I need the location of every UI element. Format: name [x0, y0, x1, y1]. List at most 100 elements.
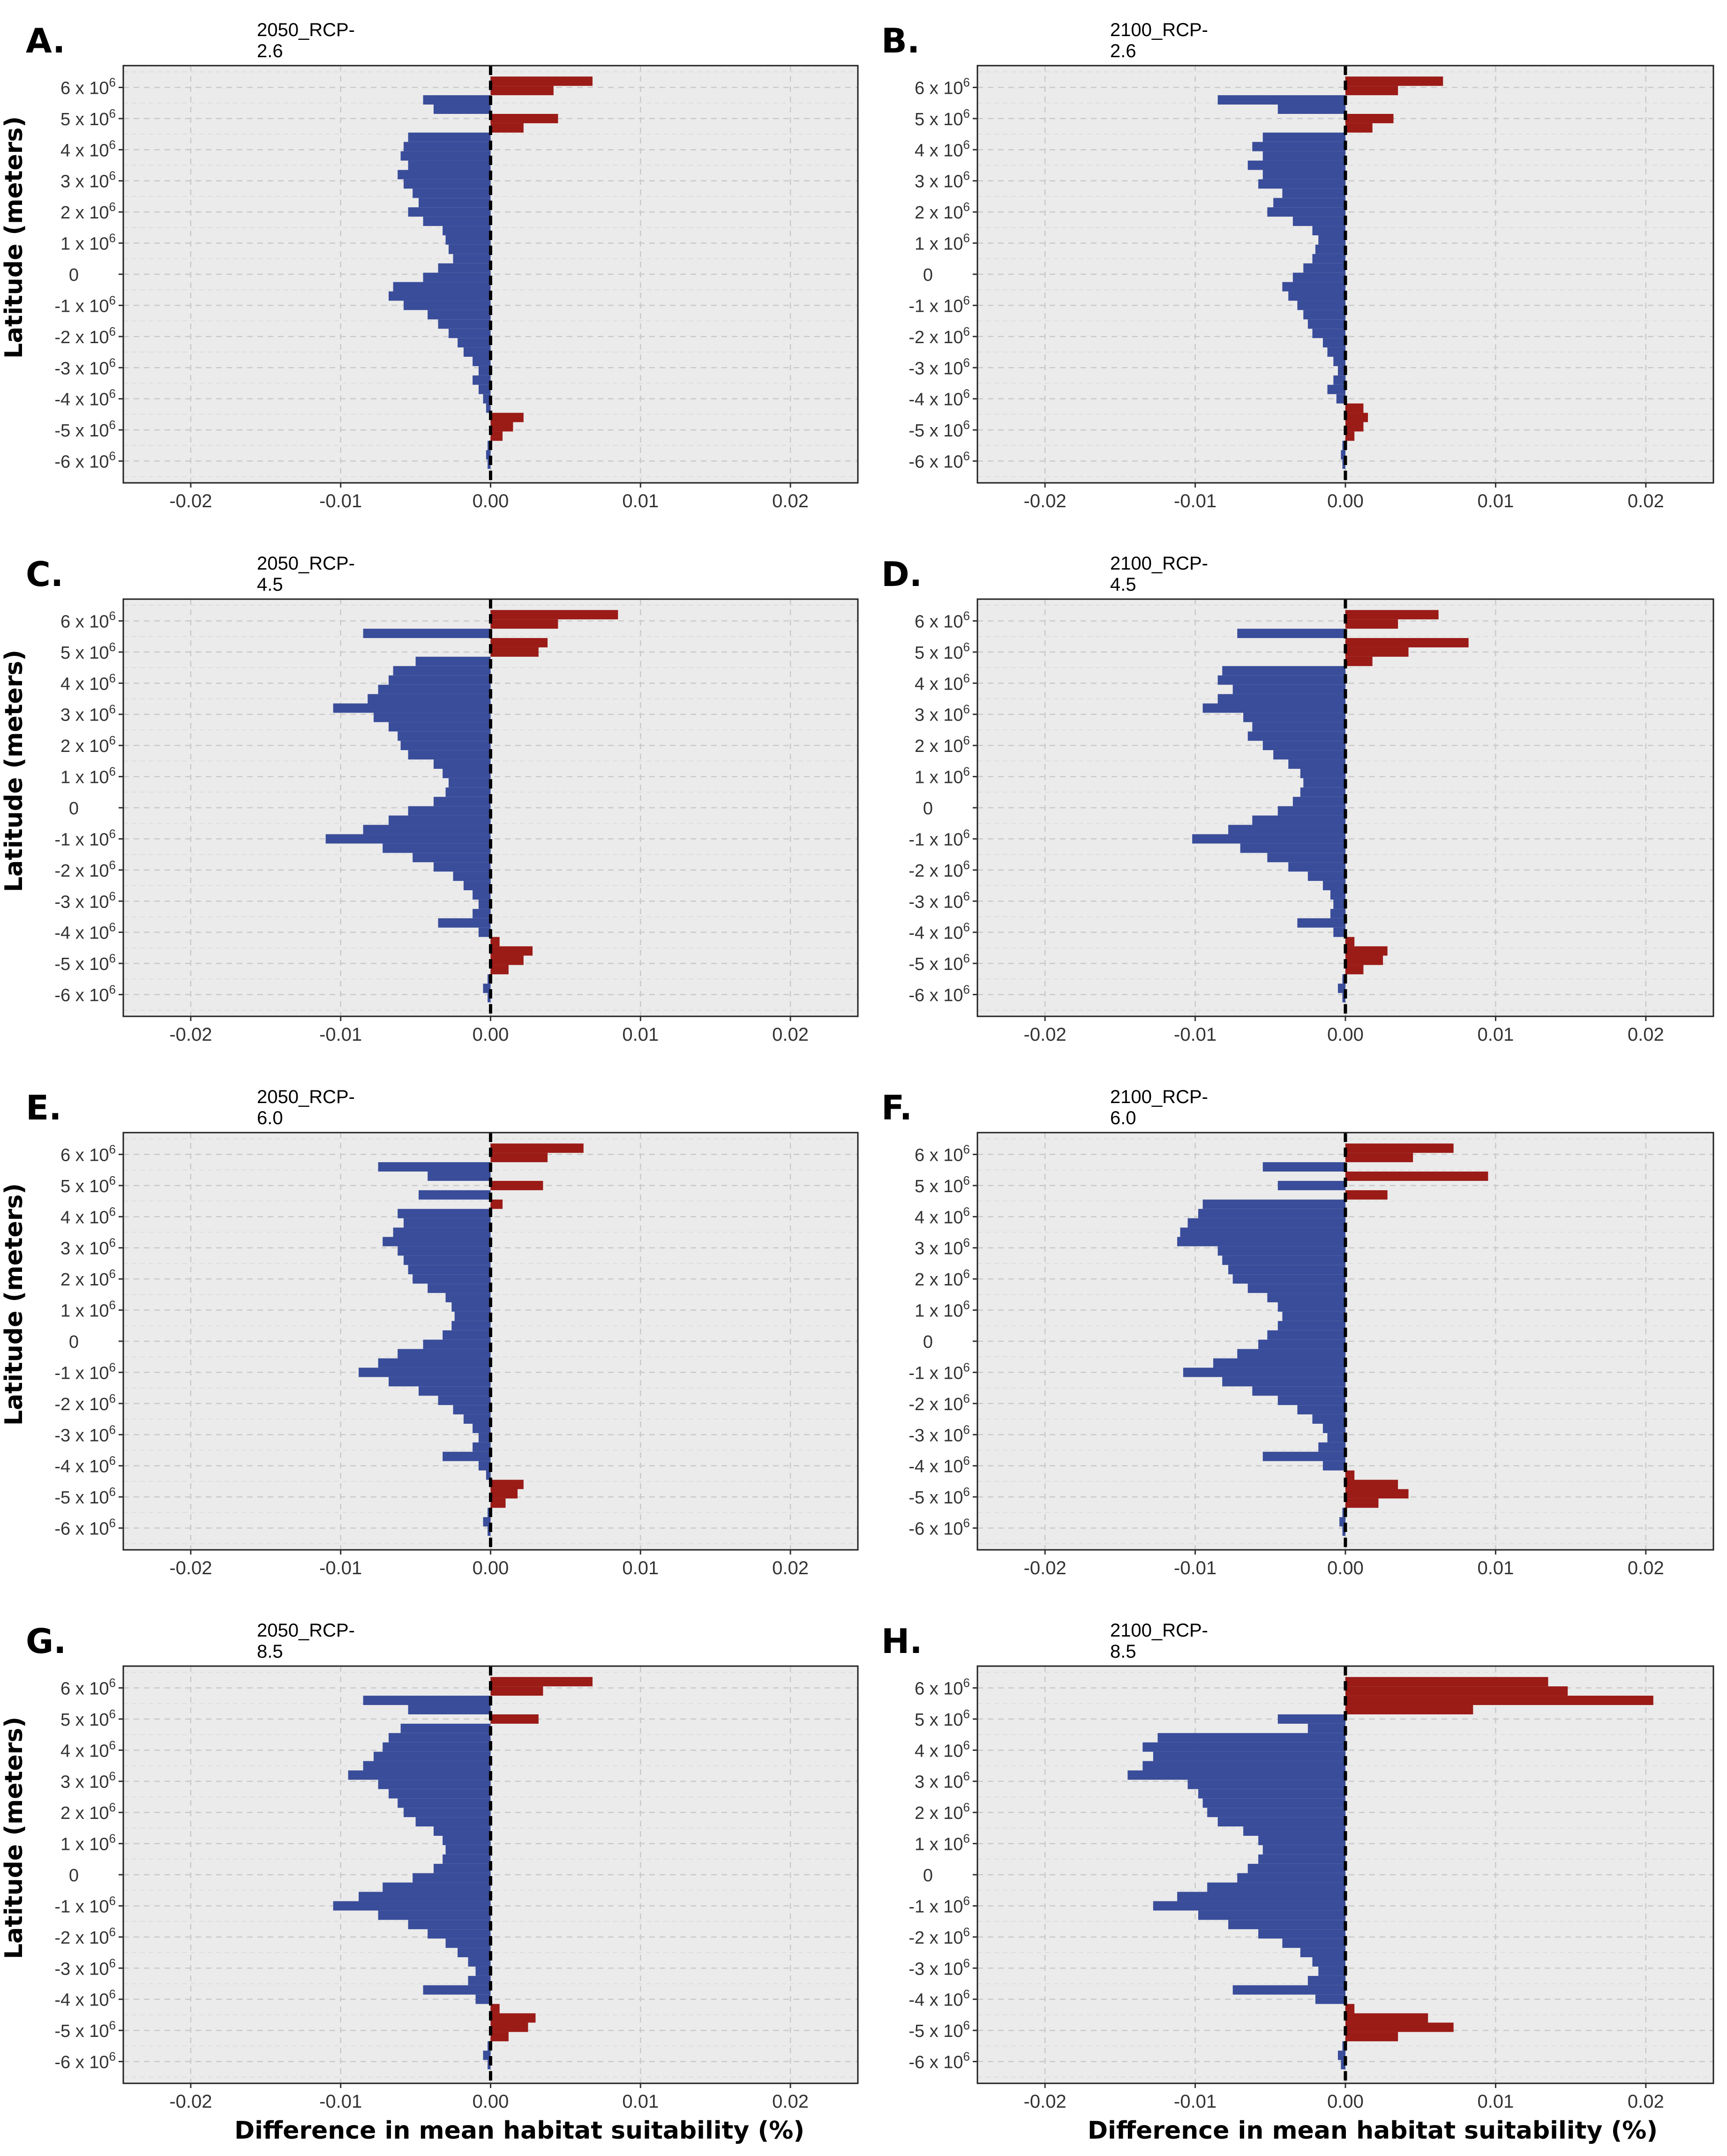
bar	[1345, 1172, 1488, 1181]
panel-title: 2100_RCP-6.0	[1110, 1087, 1209, 1128]
bar	[398, 1209, 491, 1218]
bar	[1345, 123, 1373, 133]
bar	[418, 1190, 491, 1200]
x-tick-label: -0.01	[319, 1024, 362, 1045]
bar	[1207, 1808, 1345, 1818]
bar	[1217, 694, 1345, 704]
bar	[423, 1339, 491, 1349]
bar	[1273, 750, 1345, 760]
bar	[393, 282, 491, 292]
bar	[1202, 1199, 1345, 1209]
bar	[1333, 927, 1345, 937]
x-tick-label: -0.01	[319, 1558, 362, 1578]
bar	[1262, 1451, 1345, 1461]
bar	[378, 1780, 491, 1789]
bar	[473, 1424, 491, 1433]
bar	[483, 394, 491, 404]
x-tick-label: 0.02	[1628, 2091, 1664, 2112]
bar	[428, 1284, 491, 1293]
y-tick-label: -4 x 106	[54, 1454, 116, 1477]
bar	[1292, 217, 1345, 226]
bar	[389, 1377, 491, 1387]
bar	[458, 1948, 491, 1958]
bar	[389, 722, 491, 732]
bar	[428, 310, 491, 320]
bar	[423, 272, 491, 282]
y-tick-label: -5 x 106	[54, 2018, 116, 2041]
bar	[1303, 778, 1345, 788]
y-tick-label: 5 x 106	[915, 1707, 970, 1730]
panel-title: 2100_RCP-4.5	[1110, 553, 1209, 595]
bar	[1237, 1873, 1345, 1883]
bar	[1282, 1311, 1345, 1321]
x-tick-label: 0.01	[622, 2091, 659, 2112]
bar	[438, 263, 491, 273]
bar	[1288, 291, 1345, 301]
y-tick-label: 6 x 106	[915, 75, 970, 98]
bar	[1315, 1994, 1345, 2004]
panel-letter: G.	[26, 1622, 67, 1661]
x-tick-label: 0.00	[1327, 2091, 1364, 2112]
bar	[1345, 955, 1383, 965]
bar	[378, 1162, 491, 1172]
bar	[1277, 1396, 1345, 1405]
panel-title: 2050_RCP-2.6	[257, 20, 355, 61]
bar	[413, 1274, 491, 1284]
bar	[1288, 862, 1345, 872]
bar	[1345, 2004, 1355, 2013]
bar	[398, 1798, 491, 1808]
bar	[1307, 319, 1345, 329]
bar	[475, 1966, 491, 1976]
x-tick-label: 0.02	[772, 1558, 809, 1578]
bar	[478, 1461, 491, 1471]
bar	[1345, 403, 1364, 413]
y-tick-label: 2 x 106	[60, 200, 116, 223]
bar	[490, 946, 533, 956]
bar	[389, 1733, 491, 1743]
y-tick-label: 4 x 106	[915, 671, 970, 694]
bar	[408, 806, 491, 816]
y-tick-label: 3 x 106	[915, 1769, 970, 1792]
bar	[1292, 272, 1345, 282]
bar	[448, 329, 491, 338]
bar	[1202, 1798, 1345, 1808]
bar	[438, 319, 491, 329]
bar	[445, 235, 491, 245]
x-tick-label: 0.00	[473, 1024, 509, 1045]
bar	[1345, 647, 1409, 657]
y-tick-label: 5 x 106	[915, 1173, 970, 1196]
x-tick-label: 0.02	[1628, 1558, 1664, 1578]
bar	[1327, 384, 1345, 394]
bar	[1262, 170, 1345, 180]
bar	[1252, 142, 1345, 151]
bar	[1277, 1714, 1345, 1724]
bar	[458, 338, 491, 348]
bar	[1300, 787, 1345, 797]
y-tick-label: -6 x 106	[909, 2050, 970, 2073]
bar	[1213, 1358, 1345, 1368]
bar	[1217, 95, 1345, 105]
bar	[1192, 834, 1345, 844]
y-tick-label: -4 x 106	[909, 387, 970, 410]
x-tick-label: 0.02	[772, 1024, 809, 1045]
bar	[1345, 1153, 1413, 1163]
bar	[1345, 1489, 1409, 1499]
bar	[404, 142, 491, 151]
bar	[404, 1808, 491, 1818]
bar	[1153, 1901, 1345, 1911]
bar	[454, 1311, 491, 1321]
bar	[1345, 946, 1388, 956]
x-tick-label: -0.01	[1174, 1558, 1216, 1578]
y-tick-label: 0	[69, 1332, 79, 1352]
bar	[1258, 179, 1345, 189]
chart-f: -0.02 -0.01 0.00 0.01 0.02 6 x 106 5 x 106 4 x …	[909, 1132, 1714, 1578]
panel-title: 2050_RCP-8.5	[257, 1620, 355, 1662]
bar	[415, 656, 491, 666]
bar	[1217, 1246, 1345, 1256]
y-tick-label: 1 x 106	[915, 765, 970, 788]
bar	[1345, 1696, 1653, 1705]
y-tick-label: 4 x 106	[60, 137, 116, 160]
y-tick-label: -2 x 106	[54, 324, 116, 347]
panel-title: 2050_RCP-4.5	[257, 553, 355, 595]
